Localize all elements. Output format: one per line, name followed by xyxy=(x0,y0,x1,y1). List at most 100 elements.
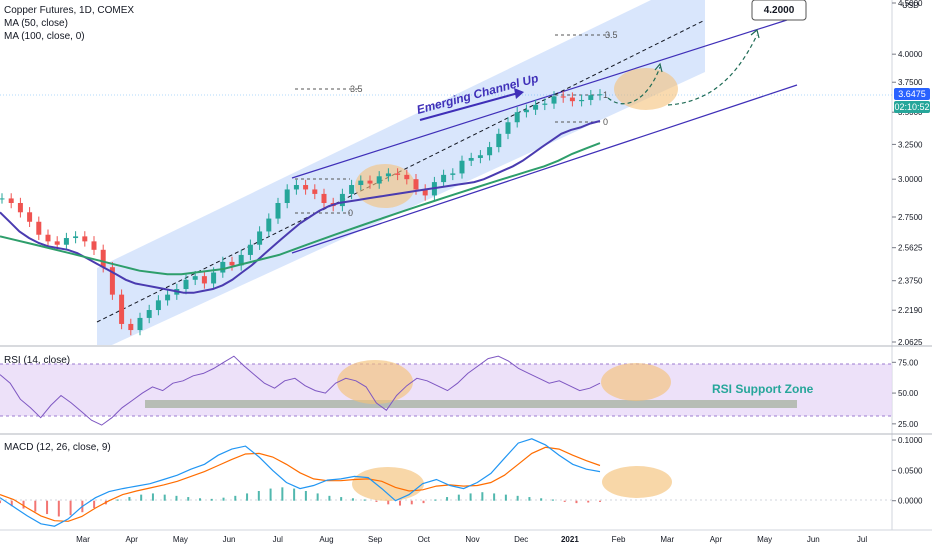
candle-body xyxy=(450,173,456,175)
ma100-line[interactable] xyxy=(0,142,601,276)
rsi-tick-label: 25.00 xyxy=(898,420,919,429)
macd-histogram-bar xyxy=(540,498,543,501)
rsi-legend[interactable]: RSI (14, close) xyxy=(4,355,71,366)
fib-label-one: 1 xyxy=(603,90,608,100)
candle-body xyxy=(229,261,235,266)
macd-histogram-bar xyxy=(140,494,143,501)
macd-histogram-bar xyxy=(175,495,178,501)
rsi-highlight xyxy=(337,360,413,404)
candle-body xyxy=(17,203,23,213)
macd-histogram-bar xyxy=(0,500,1,504)
candle-body xyxy=(63,238,69,245)
symbol-title[interactable]: Copper Futures, 1D, COMEX xyxy=(4,5,135,16)
candle-body xyxy=(339,193,345,207)
time-tick-label: Jul xyxy=(857,535,867,544)
rsi-support-zone xyxy=(145,400,797,408)
macd-histogram-bar xyxy=(246,493,249,501)
candle-body xyxy=(0,198,5,200)
time-axis-ticks: Mar Apr May Jun Jul Aug Sep Oct Nov Dec 2021 Feb Mar… xyxy=(76,535,867,544)
macd-tick-label: 0.0000 xyxy=(898,497,923,506)
projection-highlight xyxy=(614,68,678,110)
macd-histogram-bar xyxy=(10,500,13,507)
fib-label-left: 3.5 xyxy=(350,84,363,94)
ma50-line[interactable] xyxy=(0,120,601,294)
candle-body xyxy=(459,160,465,174)
fib-label-right: 3.5 xyxy=(605,30,618,40)
rsi-axis-ticks: 75.00 50.00 25.00 xyxy=(892,358,919,429)
candle-body xyxy=(367,180,373,184)
candle-body xyxy=(257,231,263,245)
candle-body xyxy=(588,95,594,100)
candle-body xyxy=(358,180,364,186)
channel-arrow xyxy=(419,91,523,121)
candle-body xyxy=(146,310,152,318)
consolidation-highlight xyxy=(355,164,415,208)
macd-histogram-bar xyxy=(34,500,37,512)
candle-body xyxy=(165,294,171,301)
candle-body xyxy=(91,241,97,250)
time-tick-label: Jun xyxy=(223,535,236,544)
candle-body xyxy=(349,185,355,194)
time-tick-label: Mar xyxy=(660,535,674,544)
macd-histogram-bar xyxy=(516,495,519,501)
macd-histogram-bar xyxy=(528,497,531,501)
macd-line[interactable] xyxy=(0,438,601,527)
candle-body xyxy=(119,294,125,324)
target-callout-box[interactable] xyxy=(751,0,807,21)
macd-legend[interactable]: MACD (12, 26, close, 9) xyxy=(4,442,111,453)
macd-histogram-bar xyxy=(281,487,284,501)
time-tick-label: Apr xyxy=(710,535,723,544)
candle-body xyxy=(238,254,244,266)
macd-histogram-bar xyxy=(128,497,131,501)
candle-body xyxy=(551,96,557,104)
price-tick-label: 2.3750 xyxy=(898,277,923,286)
candle-body xyxy=(220,261,226,273)
rsi-line[interactable] xyxy=(0,355,601,426)
price-tick-label: 4.0000 xyxy=(898,50,923,59)
candle-body xyxy=(496,133,502,148)
candle-body xyxy=(422,189,428,196)
price-tick-label: 3.0000 xyxy=(898,175,923,184)
candle-body xyxy=(533,104,539,110)
channel-lower-line[interactable] xyxy=(291,84,798,254)
candle-body xyxy=(579,99,585,102)
candle-body xyxy=(247,244,253,255)
candle-body xyxy=(321,193,327,204)
time-tick-label: Mar xyxy=(76,535,90,544)
macd-histogram-bar xyxy=(234,495,237,501)
candle-series xyxy=(0,89,603,336)
candle-body xyxy=(523,109,529,113)
macd-histogram-bar xyxy=(199,498,201,501)
ma50-legend[interactable]: MA (50, close) xyxy=(4,18,68,29)
macd-histogram-bar xyxy=(481,492,484,501)
time-tick-label: Aug xyxy=(319,535,333,544)
macd-histogram-bar xyxy=(69,500,72,516)
target-callout-label: 4.2000 xyxy=(764,5,795,16)
price-tick-label: 2.0625 xyxy=(898,338,923,347)
candle-body xyxy=(137,317,143,331)
candle-body xyxy=(100,249,106,268)
candle-body xyxy=(54,241,60,245)
price-tick-label: 2.5625 xyxy=(898,244,923,253)
candle-body xyxy=(73,236,79,239)
macd-histogram-bar xyxy=(387,500,390,505)
macd-signal-line[interactable] xyxy=(0,446,601,522)
candle-body xyxy=(487,147,493,156)
candle-body xyxy=(404,174,410,180)
ma100-legend[interactable]: MA (100, close, 0) xyxy=(4,31,85,42)
candle-body xyxy=(385,173,391,177)
rsi-tick-label: 50.00 xyxy=(898,389,919,398)
macd-histogram-bar xyxy=(269,488,272,501)
fib-label-zero-right: 0 xyxy=(603,117,608,127)
macd-histogram-bar xyxy=(151,493,154,501)
candle-body xyxy=(155,300,161,311)
price-tick-label: 2.7500 xyxy=(898,213,923,222)
candle-body xyxy=(211,272,217,284)
macd-histogram-bar xyxy=(57,500,60,517)
channel-upper-line[interactable] xyxy=(291,19,788,179)
candle-body xyxy=(201,276,207,284)
candle-body xyxy=(284,189,290,204)
candle-body xyxy=(109,267,115,295)
candle-body xyxy=(505,122,511,134)
